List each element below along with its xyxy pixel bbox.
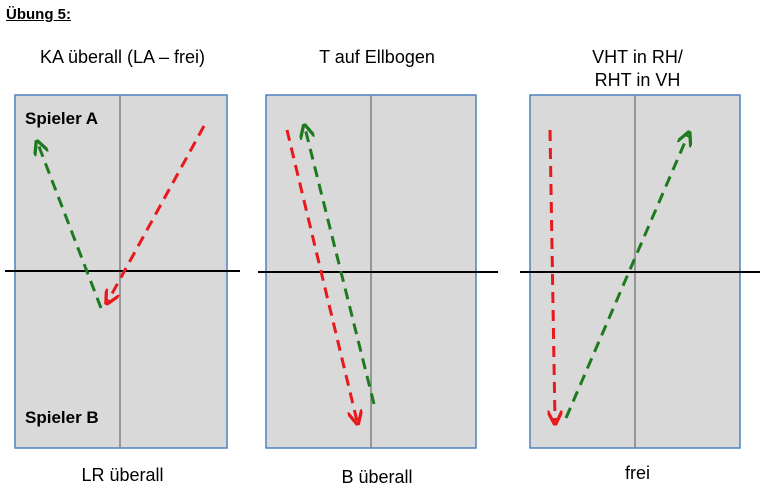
panel-3-heading-line1: VHT in RH/ xyxy=(592,47,683,67)
green-arrow-panel-3 xyxy=(564,135,688,419)
red-arrow-panel-1 xyxy=(108,125,206,301)
exercise-title: Übung 5: xyxy=(6,6,71,23)
player-b-label: Spieler B xyxy=(25,408,99,427)
panel-1-heading: KA überall (LA – frei) xyxy=(39,47,206,67)
player-a-label: Spieler A xyxy=(25,109,99,128)
red-arrow-panel-3 xyxy=(550,129,555,421)
panel-3-footer: frei xyxy=(624,463,650,483)
panel-2-heading: T auf Ellbogen xyxy=(319,47,435,67)
red-arrow-panel-2 xyxy=(285,129,357,421)
panel-3-heading-line2: RHT in VH xyxy=(594,70,681,90)
panel-1-footer: LR überall xyxy=(81,465,164,485)
panel-2-footer: B überall xyxy=(341,467,413,487)
green-arrow-panel-1 xyxy=(38,144,103,309)
green-arrow-panel-2 xyxy=(305,128,376,405)
